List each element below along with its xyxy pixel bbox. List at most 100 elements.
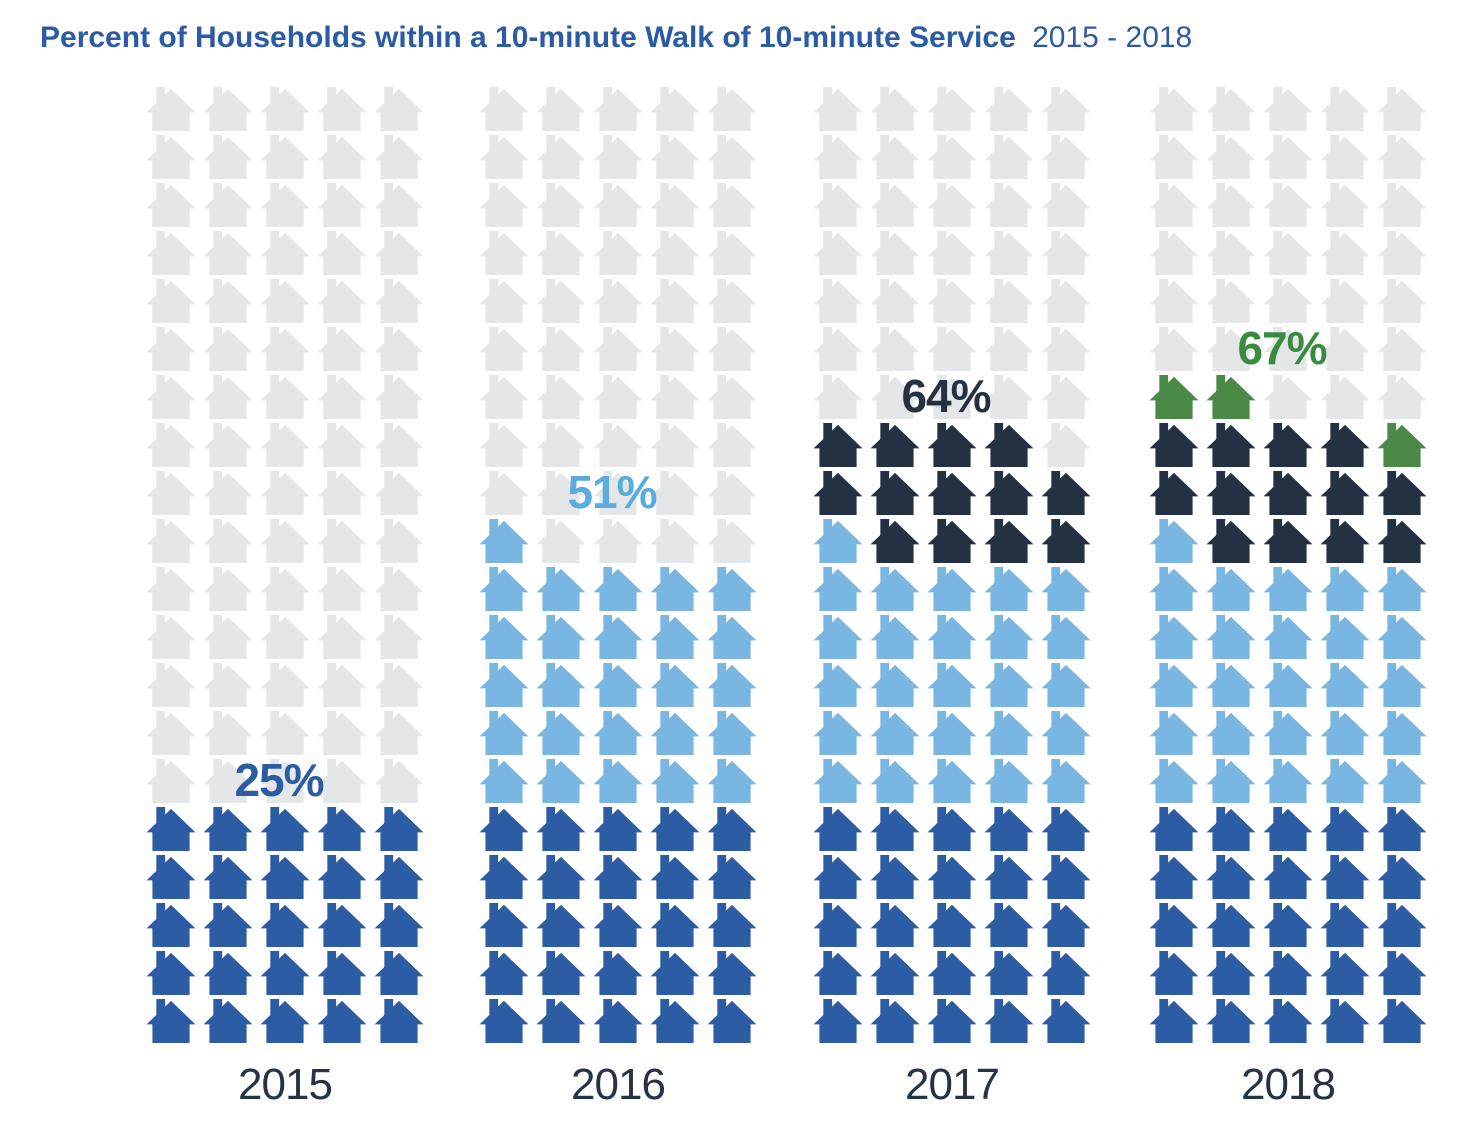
house-icon <box>1262 374 1314 419</box>
house-icon <box>812 902 864 947</box>
house-icon <box>1262 758 1314 803</box>
house-grid-2017 <box>812 86 1092 1043</box>
house-icon <box>145 710 197 755</box>
house-icon <box>316 662 368 707</box>
house-icon <box>316 230 368 275</box>
house-icon <box>1262 86 1314 131</box>
house-icon <box>259 182 311 227</box>
house-icon <box>1319 518 1371 563</box>
house-icon <box>869 566 921 611</box>
year-label-2016: 2016 <box>571 1060 666 1109</box>
house-icon <box>373 662 425 707</box>
house-icon <box>706 134 758 179</box>
house-icon <box>706 854 758 899</box>
house-icon <box>926 182 978 227</box>
house-icon <box>1319 710 1371 755</box>
house-icon <box>202 902 254 947</box>
house-icon <box>1148 998 1200 1043</box>
house-icon <box>869 470 921 515</box>
house-icon <box>649 278 701 323</box>
house-icon <box>1319 182 1371 227</box>
house-icon <box>592 230 644 275</box>
house-icon <box>649 614 701 659</box>
house-icon <box>535 182 587 227</box>
house-icon <box>649 854 701 899</box>
house-icon <box>535 950 587 995</box>
page-title-year-range: 2015 - 2018 <box>1032 21 1193 54</box>
house-icon <box>649 230 701 275</box>
house-icon <box>1148 614 1200 659</box>
year-column-2016: 51% 2016 <box>478 86 758 1110</box>
house-icon <box>869 422 921 467</box>
house-icon <box>983 902 1035 947</box>
house-icon <box>202 950 254 995</box>
house-icon <box>316 374 368 419</box>
house-icon <box>1205 710 1257 755</box>
house-icon <box>983 134 1035 179</box>
house-icon <box>926 566 978 611</box>
house-icon <box>478 278 530 323</box>
house-icon <box>478 854 530 899</box>
house-icon <box>478 950 530 995</box>
house-icon <box>535 758 587 803</box>
house-icon <box>592 902 644 947</box>
year-column-2017: 64% 2017 <box>812 86 1092 1110</box>
house-icon <box>202 230 254 275</box>
house-icon <box>1040 854 1092 899</box>
house-icon <box>1262 422 1314 467</box>
house-grid-2015 <box>145 86 425 1043</box>
house-icon <box>316 518 368 563</box>
house-icon <box>1040 902 1092 947</box>
house-icon <box>706 806 758 851</box>
house-icon <box>592 86 644 131</box>
house-icon <box>592 326 644 371</box>
house-icon <box>926 326 978 371</box>
house-icon <box>259 86 311 131</box>
house-icon <box>812 134 864 179</box>
house-icon <box>1376 566 1428 611</box>
house-icon <box>812 566 864 611</box>
house-icon <box>478 326 530 371</box>
house-icon <box>145 86 197 131</box>
house-icon <box>869 662 921 707</box>
house-icon <box>706 182 758 227</box>
year-label-2018: 2018 <box>1241 1060 1336 1109</box>
house-icon <box>1376 806 1428 851</box>
house-icon <box>706 902 758 947</box>
house-icon <box>373 230 425 275</box>
year-column-2015: 25% 2015 <box>145 86 425 1110</box>
house-icon <box>1319 614 1371 659</box>
house-icon <box>1205 998 1257 1043</box>
house-icon <box>812 950 864 995</box>
year-label-2017: 2017 <box>905 1060 1000 1109</box>
house-icon <box>145 998 197 1043</box>
house-icon <box>1319 998 1371 1043</box>
house-icon <box>145 614 197 659</box>
house-icon <box>1040 182 1092 227</box>
house-icon <box>649 950 701 995</box>
house-icon <box>535 710 587 755</box>
house-icon <box>535 230 587 275</box>
house-icon <box>1319 902 1371 947</box>
house-icon <box>478 86 530 131</box>
house-icon <box>1040 518 1092 563</box>
house-icon <box>259 326 311 371</box>
house-icon <box>1205 278 1257 323</box>
house-icon <box>145 326 197 371</box>
house-icon <box>1376 518 1428 563</box>
house-icon <box>478 422 530 467</box>
house-icon <box>812 614 864 659</box>
house-icon <box>478 374 530 419</box>
house-icon <box>869 278 921 323</box>
house-icon <box>535 422 587 467</box>
house-icon <box>373 134 425 179</box>
house-icon <box>535 326 587 371</box>
house-icon <box>1148 86 1200 131</box>
house-icon <box>706 758 758 803</box>
house-icon <box>535 566 587 611</box>
house-icon <box>202 614 254 659</box>
house-icon <box>1262 710 1314 755</box>
house-icon <box>535 614 587 659</box>
house-icon <box>145 182 197 227</box>
